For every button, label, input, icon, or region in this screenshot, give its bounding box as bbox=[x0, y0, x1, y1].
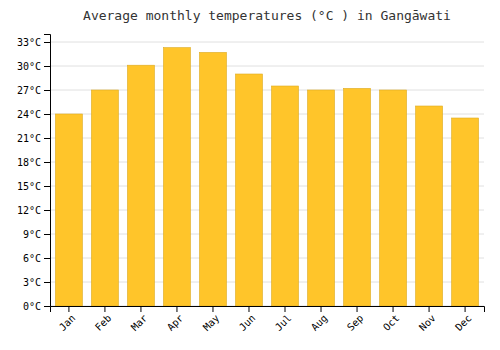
x-tick-mark bbox=[176, 306, 177, 312]
y-tick-label: 15°C bbox=[17, 181, 41, 192]
y-tick-mark bbox=[44, 210, 50, 211]
y-tick-label: 30°C bbox=[17, 61, 41, 72]
x-tick-label: Jan bbox=[57, 312, 78, 333]
x-tick: Jun bbox=[237, 306, 258, 333]
x-tick: Sep bbox=[345, 306, 366, 333]
y-tick-mark bbox=[44, 258, 50, 259]
grid-line bbox=[50, 66, 484, 67]
x-tick-label: Dec bbox=[453, 312, 474, 333]
y-tick: 0°C bbox=[23, 301, 50, 312]
x-tick: May bbox=[201, 306, 222, 333]
x-tick-mark bbox=[285, 306, 286, 312]
x-tick: Nov bbox=[417, 306, 438, 333]
x-tick-mark bbox=[321, 306, 322, 312]
y-tick-mark bbox=[44, 234, 50, 235]
bar bbox=[199, 52, 226, 306]
x-tick: Jan bbox=[57, 306, 78, 333]
y-tick: 15°C bbox=[17, 181, 50, 192]
x-axis-line bbox=[51, 307, 485, 313]
x-tick-label: Nov bbox=[417, 312, 438, 333]
y-tick: 12°C bbox=[17, 205, 50, 216]
bar bbox=[127, 65, 154, 306]
y-tick-mark bbox=[44, 90, 50, 91]
y-tick: 18°C bbox=[17, 157, 50, 168]
bar bbox=[416, 106, 443, 306]
title: Average monthly temperatures (°C ) in Ga… bbox=[83, 8, 451, 23]
bar bbox=[55, 114, 82, 306]
y-tick-mark bbox=[44, 114, 50, 115]
x-tick: Dec bbox=[453, 306, 474, 333]
y-tick-mark bbox=[44, 42, 50, 43]
grid bbox=[50, 42, 484, 306]
y-tick: 6°C bbox=[23, 253, 50, 264]
x-tick-label: Aug bbox=[309, 312, 330, 333]
x-tick: Oct bbox=[381, 306, 402, 333]
y-tick-label: 24°C bbox=[17, 109, 41, 120]
bar bbox=[91, 90, 118, 306]
bar bbox=[380, 90, 407, 306]
x-tick-mark bbox=[68, 306, 69, 312]
y-tick: 3°C bbox=[23, 277, 50, 288]
y-tick: 33°C bbox=[17, 37, 50, 48]
y-tick-mark bbox=[44, 162, 50, 163]
bar bbox=[163, 48, 190, 306]
chart: 0°C 3°C 6°C 9°C 12°C 15°C 18°C 21°C 24°C 27°C 30°C… bbox=[0, 0, 500, 350]
bar bbox=[272, 86, 299, 306]
x-tick-mark bbox=[104, 306, 105, 312]
y-tick-label: 12°C bbox=[17, 205, 41, 216]
y-tick-label: 33°C bbox=[17, 37, 41, 48]
x-tick-mark bbox=[140, 306, 141, 312]
x-tick-label: May bbox=[201, 312, 222, 333]
x-tick-label: Sep bbox=[345, 312, 366, 333]
y-tick: 27°C bbox=[17, 85, 50, 96]
x-tick-mark bbox=[393, 306, 394, 312]
x-tick: Mar bbox=[129, 306, 150, 333]
x-tick-label: Mar bbox=[129, 312, 150, 333]
x-tick-mark bbox=[357, 306, 358, 312]
x-tick-label: Feb bbox=[93, 312, 114, 333]
y-tick-label: 9°C bbox=[23, 229, 41, 240]
bar bbox=[308, 90, 335, 306]
y-tick: 9°C bbox=[23, 229, 50, 240]
x-tick-mark bbox=[465, 306, 466, 312]
bar bbox=[235, 74, 262, 306]
y-tick-label: 27°C bbox=[17, 85, 41, 96]
y-tick: 24°C bbox=[17, 109, 50, 120]
x-axis: Jan Feb Mar Apr May Jun Jul Aug Sep Oct Nov Dec bbox=[51, 306, 485, 333]
x-tick: Aug bbox=[309, 306, 330, 333]
y-tick-mark bbox=[44, 282, 50, 283]
y-tick-label: 0°C bbox=[23, 301, 41, 312]
x-tick-label: Jul bbox=[273, 312, 294, 333]
grid-line bbox=[50, 42, 484, 43]
y-tick-label: 3°C bbox=[23, 277, 41, 288]
x-tick-label: Apr bbox=[165, 312, 186, 333]
x-tick-label: Oct bbox=[381, 312, 402, 333]
y-axis-line bbox=[44, 35, 51, 307]
y-axis: 0°C 3°C 6°C 9°C 12°C 15°C 18°C 21°C 24°C 27°C 30°C… bbox=[17, 35, 51, 312]
x-tick-mark bbox=[429, 306, 430, 312]
x-tick: Apr bbox=[165, 306, 186, 333]
y-tick-mark bbox=[44, 66, 50, 67]
x-tick-mark bbox=[248, 306, 249, 312]
plot: 0°C 3°C 6°C 9°C 12°C 15°C 18°C 21°C 24°C 27°C 30°C… bbox=[17, 35, 485, 333]
bar bbox=[452, 118, 479, 306]
bars bbox=[55, 48, 478, 306]
y-tick-mark bbox=[44, 138, 50, 139]
y-tick: 30°C bbox=[17, 61, 50, 72]
y-tick: 21°C bbox=[17, 133, 50, 144]
y-tick-label: 21°C bbox=[17, 133, 41, 144]
y-tick-mark bbox=[44, 306, 50, 307]
x-tick: Feb bbox=[93, 306, 114, 333]
x-tick-label: Jun bbox=[237, 312, 258, 333]
y-tick-label: 18°C bbox=[17, 157, 41, 168]
y-tick-mark bbox=[44, 186, 50, 187]
x-tick-mark bbox=[212, 306, 213, 312]
bar bbox=[344, 88, 371, 306]
x-tick: Jul bbox=[273, 306, 294, 333]
y-tick-label: 6°C bbox=[23, 253, 41, 264]
